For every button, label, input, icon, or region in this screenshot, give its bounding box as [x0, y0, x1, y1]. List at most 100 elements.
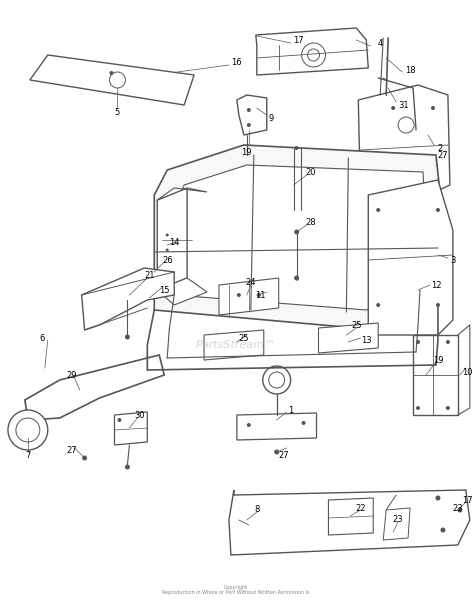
Circle shape [257, 293, 261, 297]
Circle shape [457, 508, 462, 512]
Text: Copyright
Reproduction in Whole or Part Without Written Permission is: Copyright Reproduction in Whole or Part … [162, 585, 310, 595]
Text: 4: 4 [378, 39, 383, 47]
Text: 9: 9 [268, 113, 273, 123]
Text: 27: 27 [278, 451, 289, 460]
Polygon shape [157, 188, 187, 290]
Text: 12: 12 [431, 281, 441, 289]
Text: 23: 23 [453, 503, 463, 512]
Polygon shape [219, 278, 279, 315]
Circle shape [301, 421, 306, 425]
Text: 19: 19 [433, 356, 443, 365]
Polygon shape [256, 28, 368, 75]
Text: 16: 16 [232, 58, 242, 66]
Circle shape [416, 340, 420, 344]
Text: 2: 2 [438, 143, 443, 153]
Polygon shape [157, 188, 207, 200]
Circle shape [166, 248, 169, 251]
Polygon shape [157, 278, 207, 305]
Circle shape [398, 117, 414, 133]
Text: 1: 1 [288, 406, 293, 414]
Circle shape [269, 372, 285, 388]
Circle shape [376, 303, 380, 307]
Circle shape [431, 106, 435, 110]
Text: 6: 6 [39, 333, 45, 343]
Text: 13: 13 [361, 335, 372, 345]
Circle shape [308, 49, 319, 61]
Circle shape [436, 303, 440, 307]
Circle shape [8, 410, 48, 450]
Text: 29: 29 [66, 370, 77, 379]
Polygon shape [358, 85, 450, 200]
Text: 11: 11 [255, 291, 266, 300]
Polygon shape [413, 335, 458, 415]
Circle shape [301, 43, 326, 67]
Text: 25: 25 [351, 321, 362, 330]
Circle shape [294, 275, 299, 281]
Text: 26: 26 [162, 256, 173, 264]
Circle shape [109, 72, 126, 88]
Text: 21: 21 [144, 270, 155, 280]
Polygon shape [319, 323, 378, 353]
Polygon shape [114, 412, 147, 445]
Text: 15: 15 [159, 286, 170, 294]
Text: 25: 25 [238, 333, 249, 343]
Polygon shape [383, 508, 410, 540]
Polygon shape [82, 268, 174, 330]
Polygon shape [237, 413, 317, 440]
Text: 17: 17 [463, 495, 473, 504]
Text: 22: 22 [355, 503, 365, 512]
Circle shape [440, 528, 446, 533]
Circle shape [436, 495, 440, 500]
Polygon shape [368, 180, 453, 335]
Circle shape [446, 406, 450, 410]
Circle shape [118, 418, 121, 422]
Text: 18: 18 [405, 66, 415, 75]
Polygon shape [229, 490, 470, 555]
Polygon shape [30, 55, 194, 105]
Circle shape [247, 123, 251, 127]
Polygon shape [204, 330, 264, 360]
Circle shape [263, 366, 291, 394]
Text: 28: 28 [305, 218, 316, 226]
Text: 14: 14 [169, 237, 180, 246]
Polygon shape [25, 355, 164, 420]
Text: 20: 20 [305, 167, 316, 177]
Circle shape [166, 234, 169, 237]
Circle shape [245, 156, 249, 160]
Polygon shape [237, 95, 267, 135]
Text: 10: 10 [463, 368, 473, 376]
Text: 19: 19 [242, 148, 252, 156]
Text: 31: 31 [398, 101, 409, 110]
Circle shape [274, 449, 279, 454]
Circle shape [294, 229, 299, 235]
Circle shape [416, 406, 420, 410]
Circle shape [109, 71, 113, 75]
Polygon shape [328, 498, 373, 535]
Circle shape [295, 146, 299, 150]
Text: 7: 7 [25, 451, 30, 460]
Circle shape [237, 293, 241, 297]
Circle shape [82, 455, 87, 460]
Text: 30: 30 [134, 411, 145, 419]
Text: 5: 5 [115, 107, 120, 116]
Circle shape [391, 183, 395, 187]
Circle shape [436, 208, 440, 212]
Circle shape [376, 208, 380, 212]
Text: 17: 17 [293, 36, 304, 45]
Circle shape [247, 423, 251, 427]
Circle shape [125, 335, 130, 340]
Circle shape [446, 340, 450, 344]
Circle shape [16, 418, 40, 442]
Text: 3: 3 [450, 256, 456, 264]
Text: 27: 27 [66, 446, 77, 454]
Text: 23: 23 [393, 516, 403, 525]
Circle shape [391, 106, 395, 110]
Text: 27: 27 [438, 151, 448, 159]
Text: PartsStream™: PartsStream™ [196, 340, 276, 350]
Circle shape [247, 108, 251, 112]
Text: 24: 24 [246, 278, 256, 286]
Text: 8: 8 [254, 506, 259, 514]
Circle shape [125, 465, 130, 470]
Polygon shape [174, 165, 426, 310]
Polygon shape [154, 145, 443, 330]
